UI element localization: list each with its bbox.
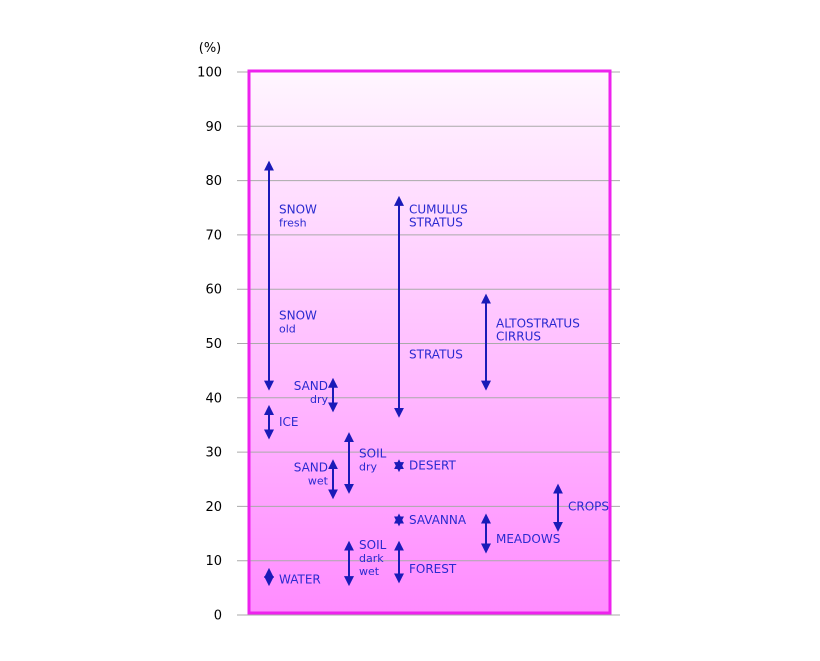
y-tick-label: 0 (214, 609, 222, 624)
y-tick-label: 70 (205, 228, 222, 243)
range-label: SNOW (279, 202, 317, 216)
range-label: wet (359, 565, 380, 578)
range-label: SAND (294, 460, 328, 474)
y-tick-label: 90 (205, 120, 222, 135)
range-label: ICE (279, 415, 299, 429)
y-axis-unit-label: (%) (199, 41, 222, 56)
plot-frame (247, 69, 612, 615)
range-label: SNOW (279, 308, 317, 322)
y-axis-ticks: 0 10 20 30 40 50 60 70 80 90 100 (197, 66, 222, 624)
y-tick-label: 10 (205, 554, 222, 569)
range-label: FOREST (409, 562, 457, 576)
y-tick-label: 60 (205, 283, 222, 298)
range-markers: SNOWfreshSNOWoldICEWATERSANDdrySANDwetSO… (264, 160, 609, 587)
y-tick-label: 30 (205, 446, 222, 461)
range-label: dry (359, 461, 378, 474)
range-label: dark (359, 552, 384, 565)
range-label: MEADOWS (496, 532, 560, 546)
range-label: CIRRUS (496, 329, 541, 343)
y-tick-label: 50 (205, 337, 222, 352)
plot-background (249, 71, 610, 613)
range-label: CUMULUS (409, 202, 468, 216)
range-label: SAVANNA (409, 513, 467, 527)
range-label: SAND (294, 379, 328, 393)
range-label: old (279, 322, 296, 335)
y-tick-label: 20 (205, 500, 222, 515)
y-tick-label: 40 (205, 391, 222, 406)
range-label: wet (308, 474, 329, 487)
range-label: CROPS (568, 499, 609, 513)
range-label: WATER (279, 573, 321, 587)
range-label: SOIL (359, 538, 387, 552)
range-label: STRATUS (409, 215, 463, 229)
range-label: dry (310, 393, 329, 406)
range-label: ALTOSTRATUS (496, 316, 580, 330)
range-label: DESERT (409, 459, 456, 473)
y-tick-label: 80 (205, 174, 222, 189)
range-label: STRATUS (409, 347, 463, 361)
range-label: fresh (279, 216, 307, 229)
y-tick-label: 100 (197, 66, 222, 81)
range-label: SOIL (359, 447, 387, 461)
